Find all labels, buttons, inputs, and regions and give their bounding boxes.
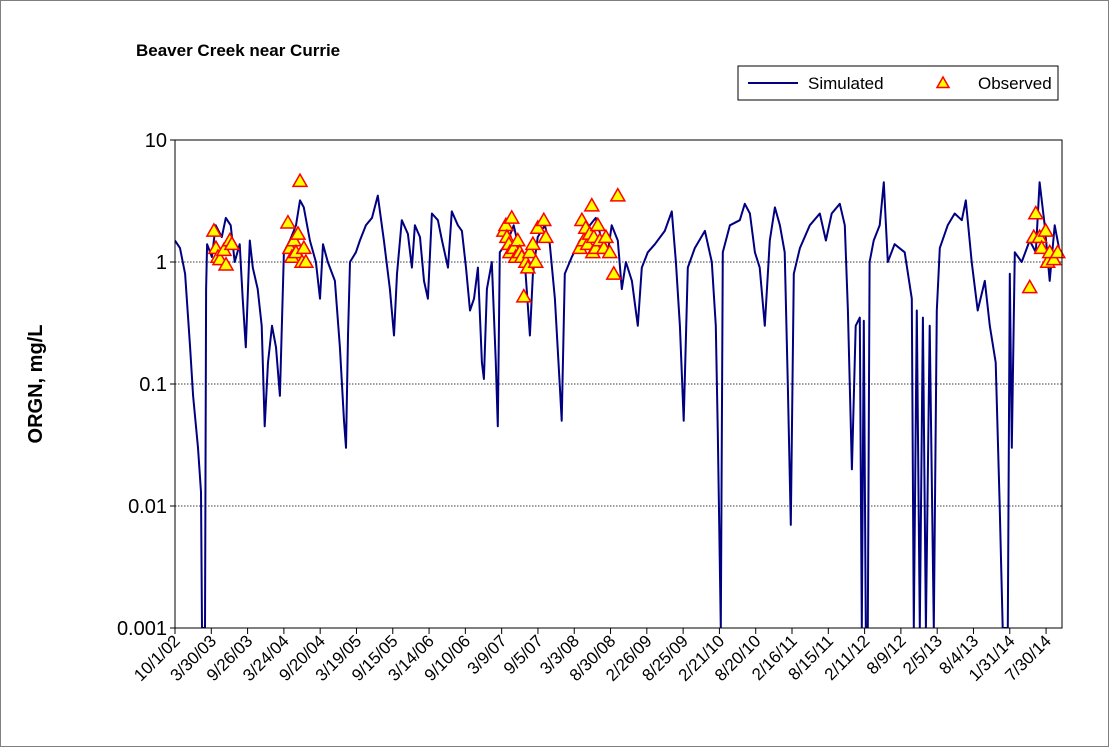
observed-marker: [223, 235, 241, 251]
y-axis-label: ORGN, mg/L: [25, 325, 47, 444]
observed-marker: [1037, 222, 1054, 237]
observed-marker: [524, 235, 542, 251]
observed-marker: [279, 214, 297, 229]
observed-marker: [537, 228, 555, 244]
observed-marker: [1045, 250, 1063, 266]
observed-marker: [609, 187, 627, 202]
observed-marker: [579, 235, 597, 251]
observed-marker: [503, 209, 521, 224]
observed-marker: [1021, 278, 1039, 294]
legend-marker: [935, 75, 951, 89]
y-tick-label: 0.01: [128, 496, 167, 518]
y-tick-label: 0.1: [139, 374, 167, 396]
series-line: [175, 181, 1061, 628]
observed-marker: [289, 225, 307, 240]
observed-marker: [605, 265, 623, 280]
legend-label: Simulated: [808, 74, 884, 93]
observed-marker: [589, 216, 607, 232]
observed-marker: [601, 243, 619, 259]
observed-marker: [1033, 239, 1050, 255]
observed-marker: [597, 228, 615, 244]
observed-marker: [297, 253, 315, 268]
observed-marker: [1027, 204, 1045, 220]
y-tick-label: 10: [145, 130, 167, 152]
y-tick-label: 0.001: [117, 618, 167, 640]
observed-marker: [509, 232, 527, 247]
plot-border: [174, 139, 1063, 629]
observed-marker: [291, 172, 309, 188]
legend-label: Observed: [978, 74, 1052, 93]
observed-marker: [217, 256, 235, 271]
observed-marker: [527, 253, 545, 268]
observed-marker: [295, 239, 313, 255]
observed-marker: [529, 219, 547, 234]
observed-marker: [535, 211, 553, 227]
observed-marker: [1049, 243, 1067, 259]
y-tick-label: 1: [156, 252, 167, 274]
observed-marker: [515, 288, 533, 303]
chart-title: Beaver Creek near Currie: [136, 41, 340, 60]
observed-marker: [583, 197, 601, 212]
observed-marker: [521, 243, 539, 259]
observed-marker: [205, 222, 223, 237]
